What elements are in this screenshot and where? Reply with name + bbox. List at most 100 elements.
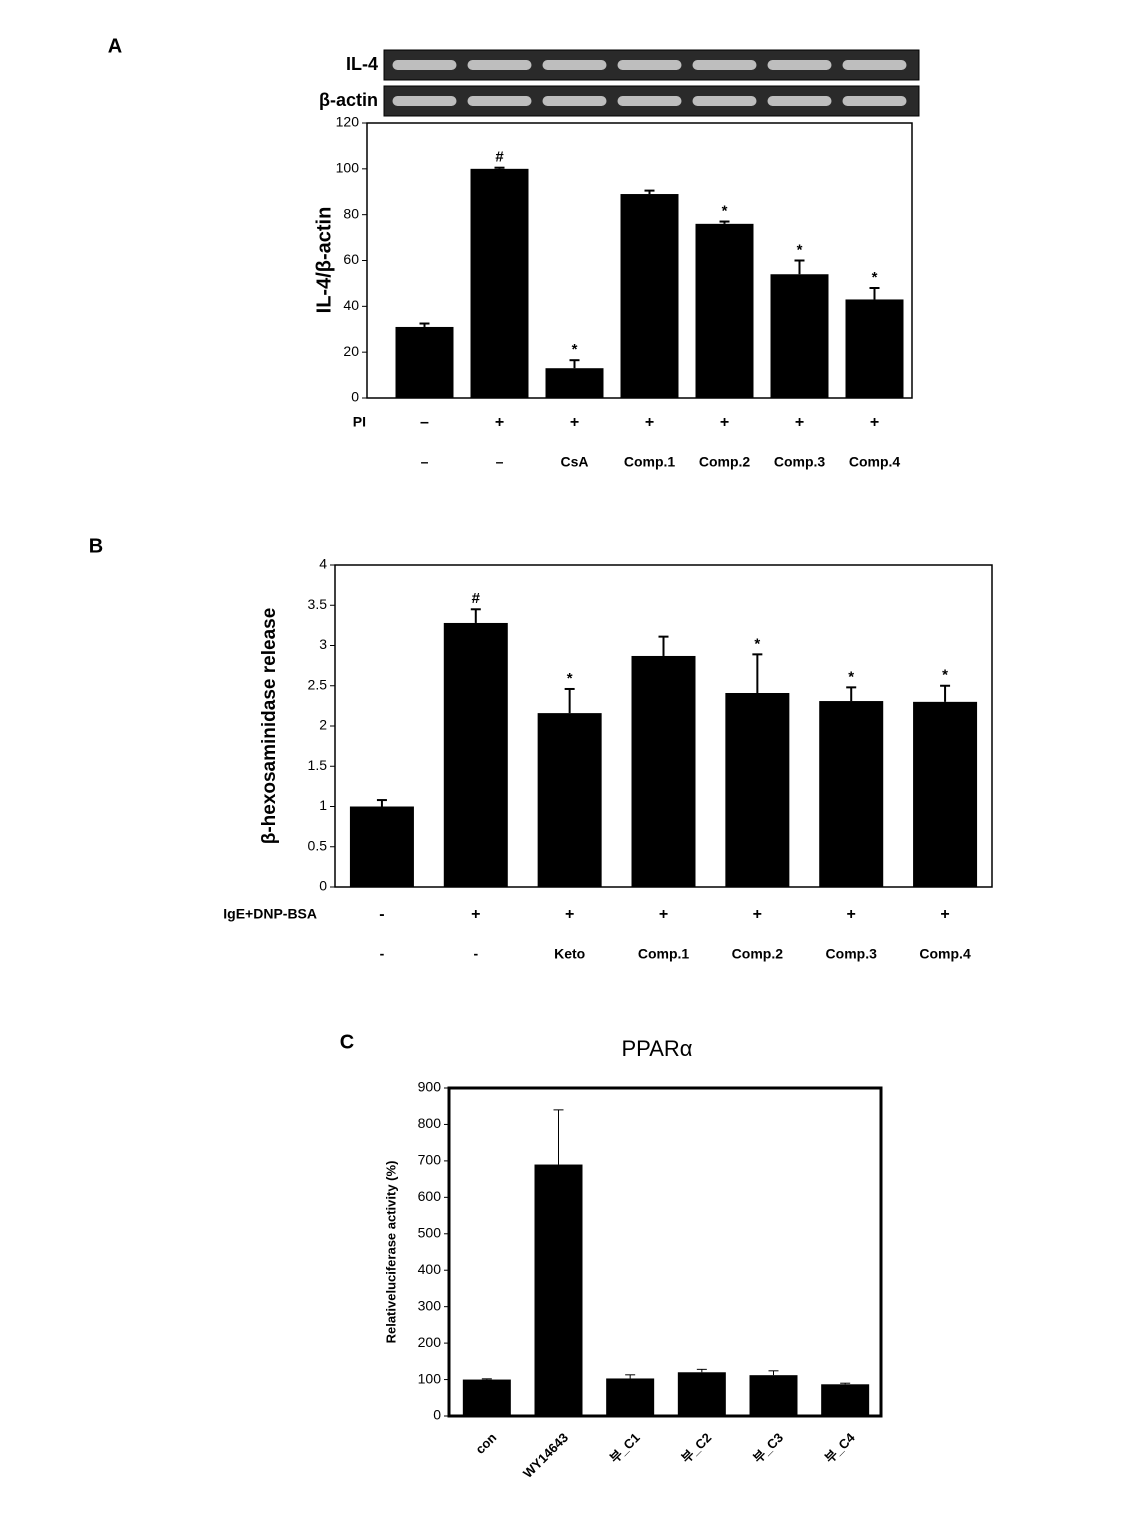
treatment-sign: +: [847, 906, 856, 923]
gel-band: [542, 96, 607, 106]
gel-band: [467, 60, 532, 70]
x-tick-label: Keto: [554, 946, 585, 962]
y-tick-label: 700: [418, 1152, 442, 1168]
bar: [545, 368, 604, 398]
y-tick-label: 100: [336, 160, 360, 176]
x-tick-label: 부_C1: [607, 1430, 643, 1466]
significance-mark: *: [572, 341, 578, 358]
x-tick-label: Comp.1: [624, 454, 676, 470]
gel-band: [392, 96, 457, 106]
bar: [677, 1372, 726, 1416]
gel-band: [617, 60, 682, 70]
y-tick-label: 60: [343, 251, 359, 267]
y-tick-label: 800: [418, 1115, 442, 1131]
gel-band: [842, 96, 907, 106]
bar: [443, 622, 508, 887]
x-tick-label: –: [421, 454, 429, 470]
y-tick-label: 0.5: [308, 837, 328, 853]
x-tick-label: 부_C3: [750, 1430, 786, 1466]
x-tick-label: con: [472, 1430, 499, 1457]
y-tick-label: 1: [319, 797, 327, 813]
bar: [349, 806, 414, 887]
treatment-sign: +: [471, 906, 480, 923]
x-tick-label: Comp.4: [919, 946, 971, 962]
treatment-sign: +: [645, 414, 654, 431]
x-tick-label: 부_C2: [678, 1430, 714, 1466]
chart-title: PPARα: [622, 1036, 693, 1061]
bar: [631, 655, 696, 887]
bar: [606, 1378, 655, 1416]
gel-band: [767, 96, 832, 106]
panel-label: B: [89, 535, 103, 557]
significance-mark: *: [872, 269, 878, 286]
y-tick-label: 120: [336, 114, 360, 130]
significance-mark: #: [472, 590, 481, 607]
y-tick-label: 100: [418, 1370, 442, 1386]
x-tick-label: -: [380, 946, 385, 962]
bar: [770, 274, 829, 398]
plot-frame: [447, 1086, 883, 1418]
plot-frame: [366, 122, 913, 399]
treatment-sign: +: [870, 414, 879, 431]
row-label: IgE+DNP-BSA: [223, 906, 317, 922]
significance-mark: *: [722, 203, 728, 220]
x-tick-label: -: [473, 946, 478, 962]
gel-band: [542, 60, 607, 70]
x-tick-label: Comp.3: [826, 946, 878, 962]
significance-mark: *: [848, 668, 854, 685]
y-tick-label: 20: [343, 343, 359, 359]
bar: [695, 223, 754, 398]
bar: [620, 194, 679, 398]
plot-frame: [334, 564, 993, 888]
bar: [913, 701, 978, 887]
gel-label: IL-4: [346, 54, 378, 74]
bar: [395, 326, 454, 398]
x-tick-label: CsA: [560, 454, 588, 470]
treatment-sign: +: [795, 414, 804, 431]
significance-mark: *: [797, 241, 803, 258]
y-tick-label: 0: [351, 389, 359, 405]
x-tick-label: Comp.3: [774, 454, 826, 470]
bar: [749, 1375, 798, 1416]
bar: [470, 168, 529, 398]
bar: [821, 1384, 870, 1416]
y-tick-label: 300: [418, 1297, 442, 1313]
x-tick-label: Comp.2: [732, 946, 784, 962]
y-tick-label: 1.5: [308, 757, 328, 773]
row-label: PI: [353, 414, 366, 430]
y-tick-label: 200: [418, 1334, 442, 1350]
treatment-sign: +: [495, 414, 504, 431]
treatment-sign: +: [570, 414, 579, 431]
gel-band: [617, 96, 682, 106]
treatment-sign: +: [659, 906, 668, 923]
bar: [845, 299, 904, 398]
x-tick-label: WY14643: [520, 1430, 571, 1481]
y-tick-label: 600: [418, 1188, 442, 1204]
y-tick-label: 3.5: [308, 596, 328, 612]
y-axis-label: IL-4/β-actin: [313, 207, 335, 314]
treatment-sign: -: [379, 906, 384, 923]
treatment-sign: +: [940, 906, 949, 923]
y-axis-label: Relativeluciferase activity (%): [383, 1161, 398, 1344]
treatment-sign: –: [420, 414, 429, 431]
y-tick-label: 2.5: [308, 676, 328, 692]
y-tick-label: 400: [418, 1261, 442, 1277]
significance-mark: *: [567, 670, 573, 687]
gel-band: [692, 96, 757, 106]
bar: [534, 1164, 583, 1416]
gel-band: [842, 60, 907, 70]
treatment-sign: +: [753, 906, 762, 923]
x-tick-label: Comp.1: [638, 946, 690, 962]
y-tick-label: 2: [319, 717, 327, 733]
significance-mark: #: [495, 149, 504, 166]
bar: [462, 1379, 511, 1416]
y-tick-label: 4: [319, 556, 327, 572]
bar: [725, 692, 790, 887]
y-tick-label: 900: [418, 1079, 442, 1095]
y-tick-label: 40: [343, 297, 359, 313]
x-tick-label: –: [496, 454, 504, 470]
treatment-sign: +: [565, 906, 574, 923]
gel-band: [767, 60, 832, 70]
y-tick-label: 500: [418, 1224, 442, 1240]
